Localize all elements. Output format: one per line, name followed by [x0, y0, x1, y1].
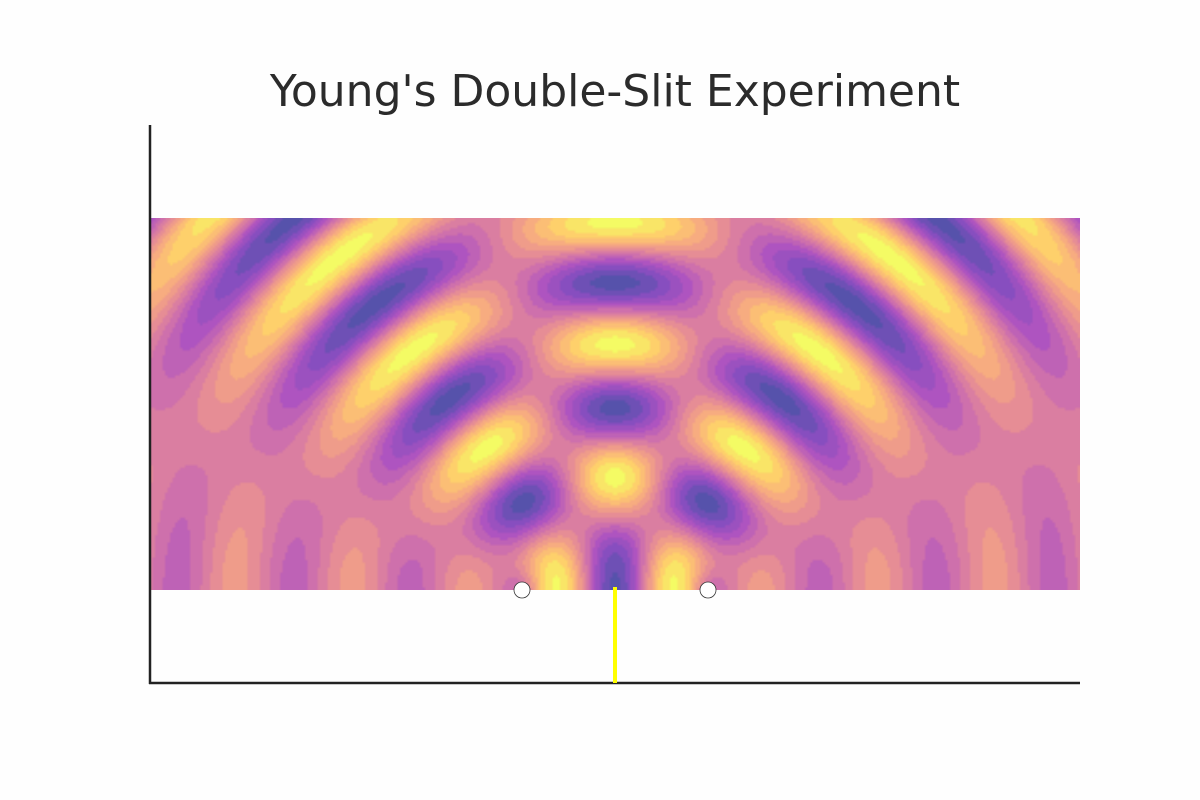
slit-markers [513, 581, 717, 599]
interference-field-heatmap [150, 218, 1080, 590]
slit-marker-2 [699, 581, 717, 599]
slit-marker-1 [513, 581, 531, 599]
chart-title: Young's Double-Slit Experiment [269, 66, 961, 117]
